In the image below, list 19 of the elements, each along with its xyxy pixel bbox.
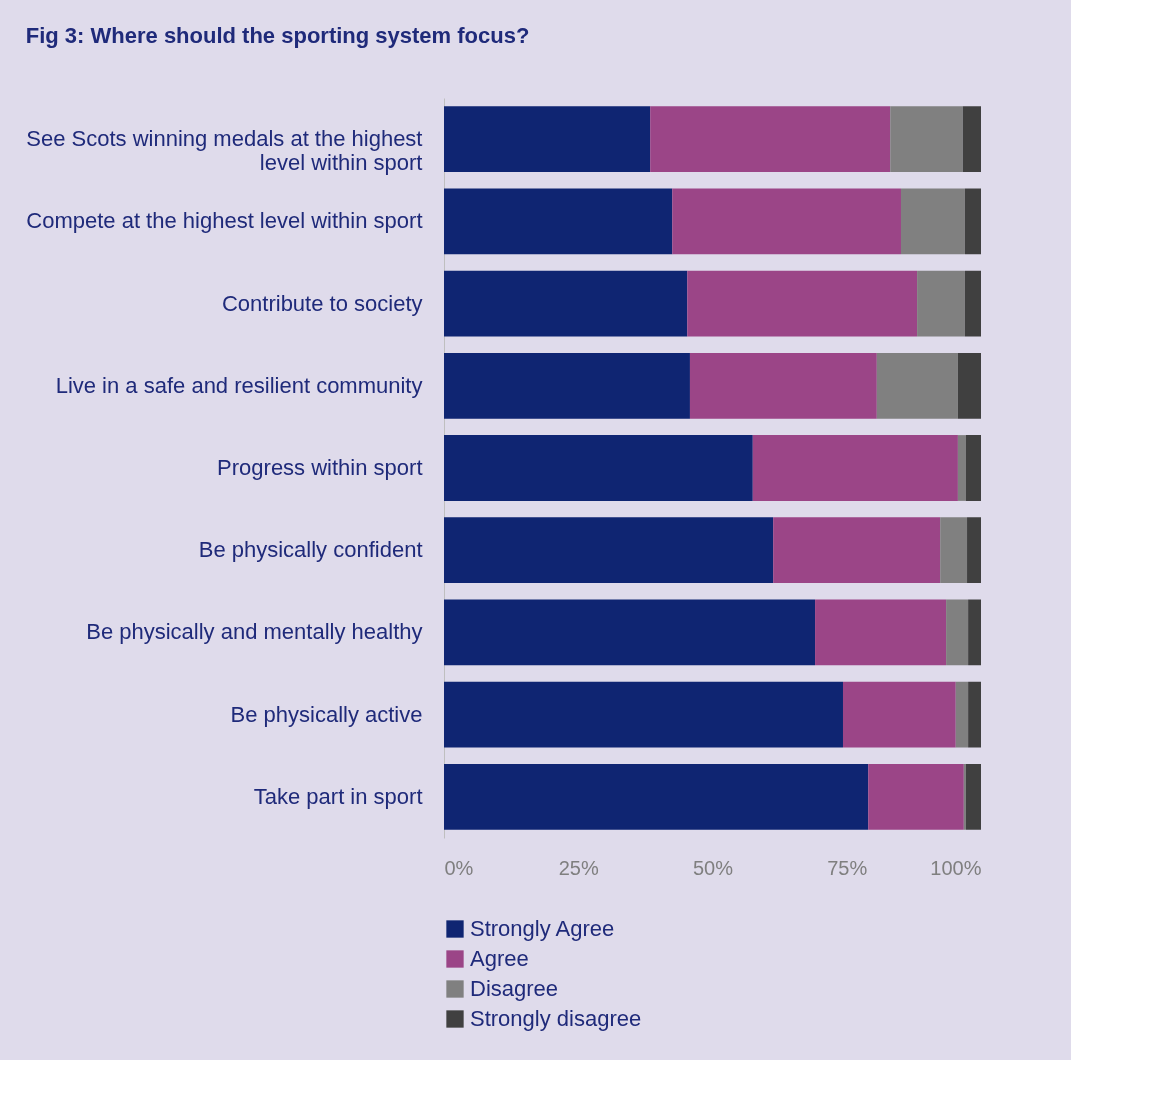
y-tick-label: Compete at the highest level within sport — [26, 208, 423, 234]
x-tick-label: 0% — [444, 856, 474, 879]
chart-title: Fig 3: Where should the sporting system focus? — [25, 23, 530, 48]
x-tick-label: 25% — [558, 856, 599, 879]
y-tick-label: Be physically and mentally healthy — [86, 619, 423, 645]
x-tick-label: 75% — [827, 856, 868, 879]
y-tick-label: Be physically confident — [198, 537, 423, 563]
x-tick-label: 50% — [692, 856, 734, 879]
y-tick-label: Live in a safe and resilient community — [55, 372, 423, 398]
legend-label: Strongly Agree — [470, 916, 615, 941]
legend-label: Disagree — [470, 976, 559, 1001]
x-tick-label: 100% — [930, 856, 982, 879]
y-tick-label: Contribute to society — [221, 290, 423, 316]
legend-label: Agree — [470, 946, 529, 971]
y-tick-label: Be physically active — [230, 701, 423, 727]
y-tick-label: See Scots winning medals at the highest level within sport — [26, 126, 423, 176]
y-tick-label: Take part in sport — [253, 783, 423, 809]
legend-label: Strongly disagree — [470, 1006, 642, 1031]
y-tick-label: Progress within sport — [217, 455, 423, 480]
